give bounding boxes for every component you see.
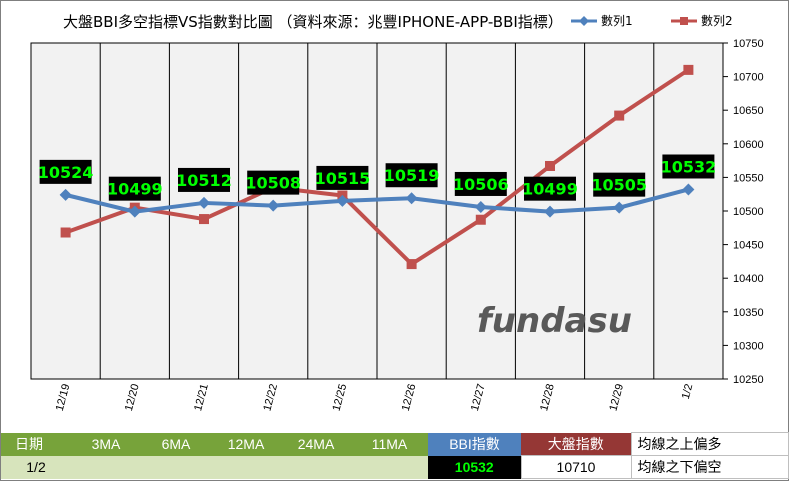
legend-label-2: 數列2 xyxy=(701,14,733,28)
series-1-point xyxy=(336,194,349,207)
series-2-point xyxy=(60,227,71,238)
series-2-point xyxy=(199,214,209,225)
data-label-box xyxy=(108,176,161,201)
y-axis: 10250 10300 10350 10400 10450 10500 10550 10600… xyxy=(723,38,764,386)
series-line-2 xyxy=(64,68,690,267)
series-1-point xyxy=(613,201,626,214)
header-3ma: 3MA xyxy=(71,432,141,456)
series-2-point xyxy=(475,214,486,225)
legend-marker-1 xyxy=(579,16,589,26)
table-header-row: 日期 3MA 6MA 12MA 24MA 11MA BBI指數 大盤指數 均線之… xyxy=(1,432,789,456)
data-label-box xyxy=(385,163,438,188)
series-1-point xyxy=(474,200,487,213)
ma-cell xyxy=(71,455,141,479)
chart-title: 大盤BBI多空指標VS指數對比圖 （資料來源：兆豐IPHONE-APP-BBI指… xyxy=(63,13,563,31)
data-label-box xyxy=(178,167,230,192)
y-tick-label: 10550 xyxy=(733,172,764,184)
ma-cell xyxy=(211,455,281,479)
y-tick-label: 10350 xyxy=(733,307,764,319)
series-2-point xyxy=(614,110,625,121)
series-1-point xyxy=(544,205,556,218)
x-tick-label: 12/27 xyxy=(469,383,488,413)
data-label: 10524 xyxy=(38,163,94,182)
x-tick-label: 12/28 xyxy=(538,383,557,413)
header-bbi: BBI指數 xyxy=(428,432,521,456)
note-bearish: 均線之下偏空 xyxy=(630,455,789,479)
y-tick-label: 10700 xyxy=(733,72,764,84)
index-value: 10710 xyxy=(520,455,632,479)
data-label: 10519 xyxy=(384,166,440,185)
series-1-point xyxy=(267,199,280,212)
data-label: 10499 xyxy=(522,180,578,199)
x-tick-label: 1/2 xyxy=(680,383,696,401)
data-label-box xyxy=(454,171,507,196)
header-24ma: 24MA xyxy=(281,432,351,456)
bbi-value: 10532 xyxy=(428,455,521,479)
data-label-box xyxy=(316,165,369,190)
series-2-point xyxy=(545,160,555,171)
series-1-point xyxy=(128,205,141,218)
data-label: 10515 xyxy=(315,169,371,188)
table-value-row: 1/2 10532 10710 均線之下偏空 xyxy=(1,455,789,479)
x-tick-label: 12/21 xyxy=(192,383,211,413)
x-tick-label: 12/20 xyxy=(123,383,142,413)
x-tick-label: 12/29 xyxy=(607,383,626,413)
watermark-text: fundasu xyxy=(477,301,632,341)
ma-cell xyxy=(281,455,351,479)
series-1-point xyxy=(405,192,418,205)
data-label-box xyxy=(662,154,715,179)
x-tick-label: 12/26 xyxy=(400,383,419,413)
series-1-point xyxy=(682,183,695,196)
data-label: 10505 xyxy=(591,176,647,195)
series-line-1 xyxy=(65,187,689,214)
data-label: 10512 xyxy=(176,171,232,190)
header-6ma: 6MA xyxy=(141,432,211,456)
data-label: 10508 xyxy=(245,174,301,193)
chart-legend: 數列1 數列2 xyxy=(571,14,733,28)
data-label-box xyxy=(39,159,92,184)
x-tick-label: 12/22 xyxy=(261,383,280,413)
legend-label-1: 數列1 xyxy=(601,14,633,28)
header-11ma: 11MA xyxy=(351,432,428,456)
data-label-box xyxy=(247,170,300,195)
y-tick-label: 10500 xyxy=(733,206,764,218)
y-tick-label: 10650 xyxy=(733,105,764,117)
data-label-box xyxy=(524,176,576,201)
ma-cell xyxy=(141,455,211,479)
date-value: 1/2 xyxy=(1,455,71,479)
header-12ma: 12MA xyxy=(211,432,281,456)
note-bullish: 均線之上偏多 xyxy=(630,432,789,456)
data-label: 10499 xyxy=(107,180,163,199)
header-date: 日期 xyxy=(1,432,71,456)
y-tick-label: 10250 xyxy=(733,374,764,386)
data-label: 10532 xyxy=(661,157,717,176)
data-labels: 10524 10499 10512 10508 10515 10519 10506 10499… xyxy=(38,154,717,201)
legend-marker-2 xyxy=(680,17,688,25)
x-tick-label: 12/25 xyxy=(331,383,350,413)
bbi-chart: 大盤BBI多空指標VS指數對比圖 （資料來源：兆豐IPHONE-APP-BBI指… xyxy=(30,13,764,413)
data-label-box xyxy=(593,172,646,197)
y-tick-label: 10750 xyxy=(733,38,764,50)
header-index: 大盤指數 xyxy=(521,432,631,456)
x-tick-label: 12/19 xyxy=(54,383,73,413)
series-2-point xyxy=(406,259,417,270)
y-tick-label: 10300 xyxy=(733,340,764,352)
series-1-point xyxy=(59,188,72,201)
info-table: 日期 3MA 6MA 12MA 24MA 11MA BBI指數 大盤指數 均線之… xyxy=(1,432,789,479)
y-tick-label: 10400 xyxy=(733,273,764,285)
y-tick-label: 10450 xyxy=(733,240,764,252)
series-layer xyxy=(59,64,695,270)
series-2-point xyxy=(683,64,694,75)
series-1-point xyxy=(198,196,210,209)
data-label: 10506 xyxy=(453,175,509,194)
x-axis: 12/19 12/20 12/21 12/22 12/25 12/26 12/27 12/28… xyxy=(54,383,696,413)
ma-cell xyxy=(351,455,428,479)
y-tick-label: 10600 xyxy=(733,139,764,151)
